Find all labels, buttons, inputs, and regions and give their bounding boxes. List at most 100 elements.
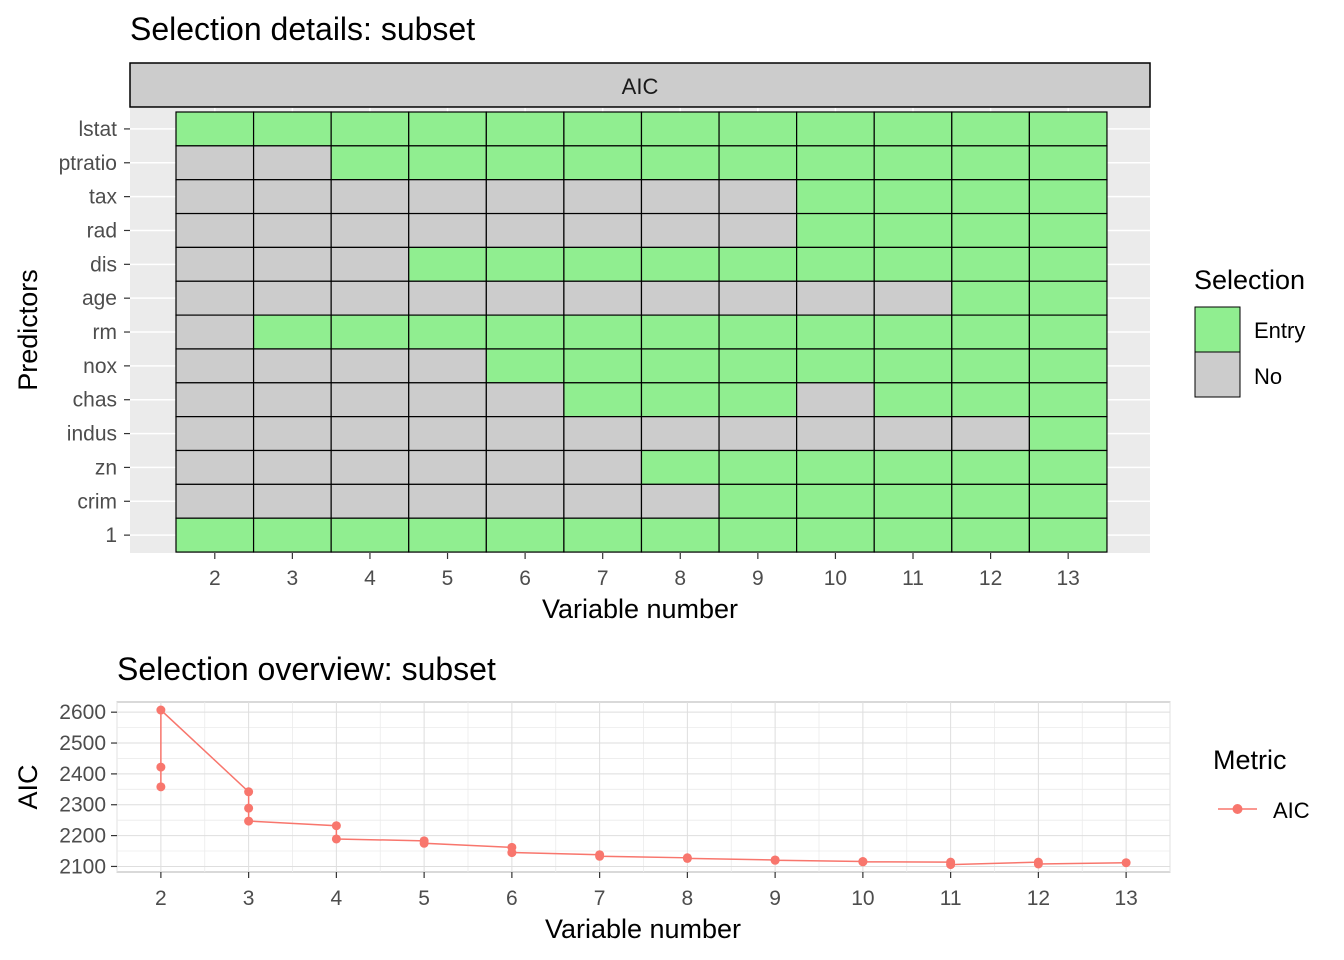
heatmap-tile [175,212,255,249]
heatmap-y-tick-label: tax [89,186,118,209]
heatmap-tile [718,246,798,282]
heatmap-tile [718,517,798,553]
heatmap-x-tick-label: 12 [979,567,1002,590]
heatmap-tile [330,179,410,215]
line-x-tick-label: 4 [331,887,343,910]
heatmap-x-tick-label: 13 [1056,567,1079,590]
heatmap-tile [485,246,565,282]
heatmap-tile [485,179,565,215]
line-chart-y-axis: 2100 2200 2300 2400 2500 2600 [59,701,117,878]
heatmap-tile [718,212,798,249]
heatmap-tile [175,483,255,519]
heatmap-tile [951,314,1030,350]
heatmap-tile [563,483,643,519]
heatmap-x-tick-label: 2 [209,567,221,590]
heatmap-tile [951,145,1030,181]
heatmap-tile [796,280,875,316]
heatmap-tile [485,483,565,519]
line-x-tick-label: 3 [243,887,255,910]
metric-legend: Metric AIC [1213,745,1310,823]
heatmap-tile [640,416,720,452]
aic-data-point [419,838,429,848]
heatmap-y-tick-label: 1 [105,524,117,547]
heatmap-tile [1028,483,1108,519]
heatmap-tile [718,382,798,418]
heatmap-tile [252,348,332,384]
heatmap-tile [873,348,953,384]
heatmap-tile [252,111,332,147]
heatmap-tile [1028,416,1108,452]
heatmap-tile [330,416,410,452]
heatmap-x-tick-label: 10 [824,567,847,590]
heatmap-tile [1028,517,1108,553]
selection-legend: Selection Entry No [1194,265,1305,398]
heatmap-tile [408,111,487,147]
aic-data-point [331,834,341,844]
heatmap-y-tick-label: lstat [78,118,117,141]
heatmap-tile [640,449,720,485]
heatmap-tile [796,246,875,282]
heatmap-tile [330,212,410,249]
line-y-tick-label: 2100 [59,855,106,878]
heatmap-tile [330,517,410,553]
heatmap-tile [1028,111,1108,147]
heatmap-x-axis-title: Variable number [542,594,738,624]
line-y-tick-label: 2400 [59,763,106,786]
heatmap-y-axis: lstat ptratio tax rad dis age rm nox chas indus zn… [59,118,130,547]
heatmap-tile [175,348,255,384]
heatmap-tile [563,449,643,485]
heatmap-tile [252,483,332,519]
line-x-tick-label: 9 [769,887,781,910]
legend-key-aic-point [1232,804,1243,814]
aic-data-point [156,782,166,792]
heatmap-tile [951,179,1030,215]
line-y-tick-label: 2600 [59,701,106,724]
heatmap-tile [718,280,798,316]
heatmap-tile [408,212,487,249]
metric-legend-title: Metric [1213,745,1287,775]
heatmap-tile [485,517,565,553]
aic-data-point [1121,858,1131,868]
heatmap-tile [252,145,332,181]
heatmap-tile [1028,145,1108,181]
heatmap-tile [951,382,1030,418]
heatmap-tile [330,483,410,519]
heatmap-tiles [175,111,1108,553]
heatmap-tile [718,179,798,215]
aic-series [156,705,1131,870]
heatmap-x-tick-label: 8 [674,567,686,590]
selection-details-chart: Selection details: subset AIC lstat ptrat… [13,11,1305,624]
heatmap-tile [252,449,332,485]
aic-data-point [682,853,692,863]
heatmap-y-tick-label: zn [95,456,117,479]
line-x-tick-label: 12 [1027,887,1050,910]
heatmap-tile [873,517,953,553]
aic-data-point [156,762,166,772]
heatmap-tile [640,212,720,249]
heatmap-tile [563,314,643,350]
heatmap-tile [873,314,953,350]
heatmap-y-axis-title: Predictors [13,269,43,391]
heatmap-tile [563,416,643,452]
aic-data-point [946,860,956,870]
heatmap-tile [175,111,255,147]
heatmap-tile [408,483,487,519]
heatmap-y-tick-label: rm [93,321,118,344]
heatmap-tile [796,483,875,519]
heatmap-title: Selection details: subset [130,11,475,47]
heatmap-x-tick-label: 5 [442,567,454,590]
legend-key-entry [1194,306,1241,353]
heatmap-tile [1028,449,1108,485]
heatmap-tile [640,179,720,215]
heatmap-tile [408,179,487,215]
heatmap-tile [873,212,953,249]
heatmap-tile [873,179,953,215]
heatmap-tile [873,416,953,452]
heatmap-tile [796,348,875,384]
heatmap-tile [640,382,720,418]
aic-data-point [858,857,868,867]
aic-data-point [244,803,254,813]
heatmap-tile [1028,179,1108,215]
heatmap-tile [951,246,1030,282]
heatmap-tile [1028,212,1108,249]
